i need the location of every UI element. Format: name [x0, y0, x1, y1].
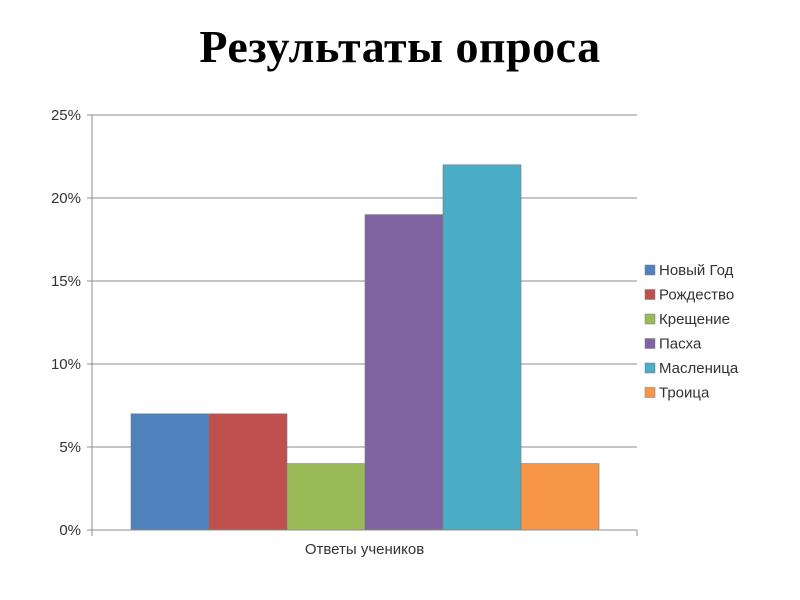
bar-1: [130, 413, 210, 531]
y-tick-labels: 0% 5% 10% 15% 20% 25%: [51, 107, 81, 539]
y-tick-label: 20%: [51, 190, 81, 207]
bar-6: [520, 463, 600, 531]
legend-label: Крещение: [659, 311, 730, 328]
y-tick-label: 25%: [51, 107, 81, 124]
legend-swatch: [644, 264, 656, 276]
axes: [87, 114, 638, 536]
legend-label: Пасха: [659, 336, 702, 353]
page-title: Результаты опроса: [199, 21, 601, 72]
y-tick-label: 5%: [59, 439, 81, 456]
y-tick-label: 0%: [59, 522, 81, 539]
legend-swatch: [644, 289, 656, 300]
bar-5: [442, 164, 522, 531]
bar-4: [364, 214, 444, 531]
bars: [130, 164, 600, 531]
legend-swatch: [644, 387, 656, 398]
legend-label: Троица: [659, 385, 710, 402]
legend-label: Новый Год: [659, 262, 734, 279]
bar-2: [208, 413, 288, 531]
legend-swatch: [644, 362, 656, 374]
y-tick-label: 15%: [51, 273, 81, 290]
legend-label: Масленица: [659, 360, 739, 377]
legend-swatch: [644, 338, 656, 349]
category-labels: Ответы учеников: [305, 541, 424, 558]
bar-3: [286, 463, 366, 531]
legend-swatch: [644, 313, 656, 325]
legend-label: Рождество: [659, 287, 734, 304]
legend: Новый Год Рождество Крещение Пасха Масленица…: [644, 262, 739, 402]
x-category-label: Ответы учеников: [305, 541, 424, 558]
y-tick-label: 10%: [51, 356, 81, 373]
